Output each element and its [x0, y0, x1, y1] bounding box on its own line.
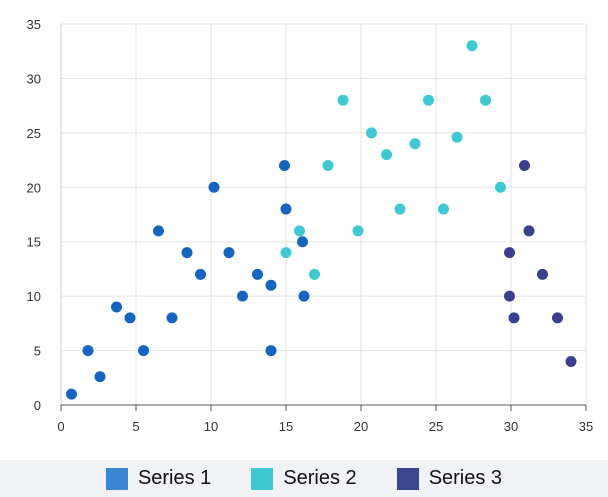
series-1-point[interactable]: [82, 345, 94, 357]
series-2-point[interactable]: [466, 40, 478, 52]
series-2-point[interactable]: [352, 225, 364, 237]
legend-swatch-series-3: [396, 467, 419, 490]
series-1-point[interactable]: [124, 312, 136, 324]
series-1-point[interactable]: [265, 279, 277, 291]
legend: Series 1 Series 2 Series 3: [0, 460, 608, 497]
axes: [60, 24, 587, 411]
series-2-point[interactable]: [438, 203, 449, 215]
series-1-point[interactable]: [138, 345, 149, 357]
series-2-point[interactable]: [495, 181, 506, 193]
y-tick-labels: 0 5 10 15 20 25 30 35: [27, 17, 41, 413]
series-1-point[interactable]: [166, 312, 178, 324]
series-1-point[interactable]: [181, 247, 193, 259]
y-tick-label: 0: [34, 398, 41, 413]
y-tick-label: 35: [27, 17, 41, 32]
x-tick-label: 20: [354, 419, 368, 434]
x-tick-label: 0: [57, 419, 64, 434]
series-1-point[interactable]: [195, 268, 206, 280]
series-1-point[interactable]: [252, 268, 263, 280]
legend-label-series-1: Series 1: [137, 467, 212, 489]
x-tick-label: 5: [132, 419, 139, 434]
series-1-point[interactable]: [94, 371, 106, 383]
series-1-point[interactable]: [265, 345, 277, 357]
series-2-point[interactable]: [423, 94, 434, 106]
legend-item-series-1[interactable]: Series 1: [105, 467, 212, 490]
x-tick-label: 25: [429, 419, 443, 434]
legend-label-series-3: Series 3: [428, 467, 503, 489]
series-3-point[interactable]: [508, 312, 520, 324]
series-1-point[interactable]: [223, 247, 235, 259]
x-tick-label: 30: [504, 419, 518, 434]
legend-label-series-2: Series 2: [283, 467, 357, 489]
legend-item-series-2[interactable]: Series 2: [251, 467, 357, 490]
series-1-point[interactable]: [297, 236, 308, 248]
series-2-point[interactable]: [337, 94, 349, 106]
data-points: [66, 40, 577, 400]
series-1-point[interactable]: [280, 203, 292, 215]
series-1-point[interactable]: [237, 290, 248, 302]
series-1-point[interactable]: [279, 160, 290, 172]
series-1-point[interactable]: [208, 181, 220, 193]
series-3-point[interactable]: [523, 225, 535, 237]
y-tick-label: 5: [34, 344, 41, 359]
series-3-point[interactable]: [504, 290, 515, 302]
series-2-point[interactable]: [322, 160, 334, 172]
series-2-point[interactable]: [294, 225, 305, 237]
y-tick-label: 15: [27, 235, 41, 250]
grid-lines: [61, 23, 587, 405]
x-tick-label: 15: [279, 419, 293, 434]
x-tick-labels: 0 5 10 15 20 25 30 35: [57, 419, 593, 434]
series-1-point[interactable]: [111, 301, 122, 313]
legend-swatch-series-1: [105, 467, 128, 490]
series-2-point[interactable]: [366, 127, 377, 139]
series-3-point[interactable]: [504, 247, 515, 259]
series-2-point[interactable]: [381, 149, 392, 161]
legend-swatch-series-2: [251, 467, 274, 490]
y-tick-label: 10: [27, 289, 41, 304]
series-3-point[interactable]: [537, 268, 548, 280]
x-tick-label: 35: [579, 419, 593, 434]
series-2-point[interactable]: [280, 247, 292, 259]
legend-item-series-3[interactable]: Series 3: [396, 467, 503, 490]
x-tick-label: 10: [204, 419, 218, 434]
series-2-point[interactable]: [409, 138, 421, 150]
series-3-point[interactable]: [519, 160, 530, 172]
series-3-point[interactable]: [565, 355, 577, 367]
scatter-chart: 0 5 10 15 20 25 30 35 0 5 10 15 20 25 30 35: [27, 17, 594, 434]
series-2-point[interactable]: [451, 131, 463, 143]
series-2-point[interactable]: [480, 94, 491, 106]
series-2-point[interactable]: [394, 203, 406, 215]
series-2-point[interactable]: [309, 268, 320, 280]
y-tick-label: 25: [27, 126, 41, 141]
series-1-point[interactable]: [298, 290, 310, 302]
series-3-point[interactable]: [552, 312, 563, 324]
y-tick-label: 20: [27, 180, 41, 195]
series-1-point[interactable]: [66, 388, 77, 400]
y-tick-label: 30: [27, 71, 41, 86]
series-1-point[interactable]: [153, 225, 164, 237]
